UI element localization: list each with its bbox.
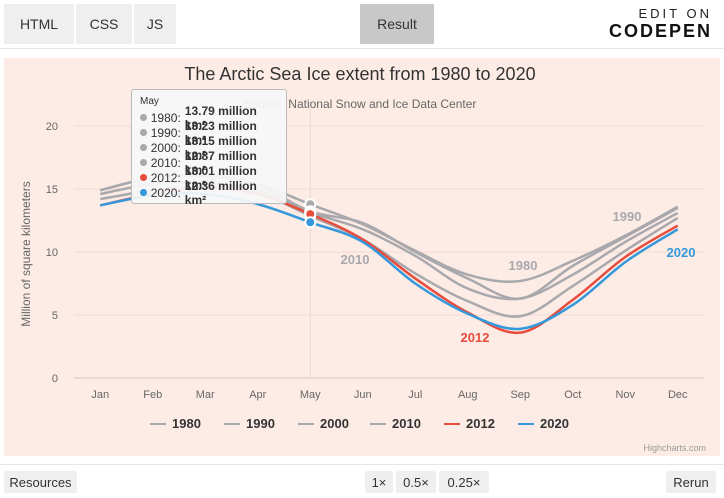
tooltip-label: 1980: <box>150 110 181 125</box>
chart-subtitle: Source: National Snow and Ice Data Cente… <box>244 97 477 111</box>
zoom-quarter-button[interactable]: 0.25× <box>439 471 489 493</box>
series-line-2020[interactable] <box>100 192 679 331</box>
legend-line-icon <box>518 422 534 425</box>
annotation-1980: 1980 <box>509 258 538 273</box>
tooltip-dot-icon <box>140 129 147 136</box>
edit-on-label[interactable]: EDIT ON <box>638 6 712 21</box>
zoom-1x-button[interactable]: 1× <box>365 471 393 493</box>
tab-js[interactable]: JS <box>134 4 176 44</box>
legend-line-icon <box>370 422 386 425</box>
legend-label: 1980 <box>172 416 201 431</box>
y-tick-label: 20 <box>46 121 58 133</box>
chart-tooltip: May 1980: 13.79 million km² 1990: 13.23 mi… <box>131 89 287 207</box>
x-tick-label: Mar <box>196 389 215 401</box>
x-tick-label: Apr <box>249 389 266 401</box>
tooltip-label: 1990: <box>150 125 181 140</box>
annotation-2012: 2012 <box>461 330 490 345</box>
x-tick-label: Jul <box>408 389 422 401</box>
tooltip-dot-icon <box>140 189 147 196</box>
x-tick-label: Nov <box>615 389 635 401</box>
x-tick-label: Jan <box>91 389 109 401</box>
legend-label: 2000 <box>320 416 349 431</box>
annotation-2020: 2020 <box>667 245 696 260</box>
chart-credits[interactable]: Highcharts.com <box>643 443 706 453</box>
x-tick-label: Aug <box>458 389 478 401</box>
y-tick-label: 0 <box>52 373 58 385</box>
tooltip-value: 13.23 million km² <box>184 118 257 147</box>
rerun-button[interactable]: Rerun <box>666 471 716 493</box>
annotation-2010: 2010 <box>341 252 370 267</box>
bottom-toolbar: Resources 1× 0.5× 0.25× Rerun <box>0 464 724 498</box>
legend-item-1990[interactable]: 1990 <box>224 416 275 431</box>
chart-legend: 1980 1990 2000 2010 2012 2020 <box>4 416 720 436</box>
tooltip-row: 2012: 13.01 million km² <box>140 164 278 192</box>
tooltip-dot-icon <box>140 159 147 166</box>
tooltip-dot-icon <box>140 174 147 181</box>
legend-label: 2010 <box>392 416 421 431</box>
tooltip-month: May <box>140 96 159 107</box>
tooltip-value: 12.36 million km² <box>184 178 257 207</box>
annotation-1990: 1990 <box>613 209 642 224</box>
legend-label: 2020 <box>540 416 569 431</box>
tooltip-value: 12.87 million km² <box>184 148 257 177</box>
legend-item-2012[interactable]: 2012 <box>444 416 495 431</box>
x-tick-label: May <box>300 389 321 401</box>
x-tick-label: Oct <box>564 389 581 401</box>
legend-label: 1990 <box>246 416 275 431</box>
codepen-logo[interactable]: CODEPEN <box>608 21 712 41</box>
y-tick-label: 10 <box>46 247 58 259</box>
editor-toolbar: HTML CSS JS Result EDIT ON CODEPEN <box>0 0 724 49</box>
legend-line-icon <box>298 422 314 425</box>
legend-line-icon <box>224 422 240 425</box>
tab-result[interactable]: Result <box>360 4 434 44</box>
legend-item-2010[interactable]: 2010 <box>370 416 421 431</box>
tooltip-label: 2010: <box>150 155 181 170</box>
tooltip-dot-icon <box>140 114 147 121</box>
legend-line-icon <box>444 422 460 425</box>
x-tick-label: Jun <box>354 389 372 401</box>
tooltip-label: 2012: <box>150 170 181 185</box>
x-tick-label: Feb <box>143 389 162 401</box>
tooltip-row: 2020: 12.36 million km² <box>140 179 278 207</box>
legend-item-2020[interactable]: 2020 <box>518 416 569 431</box>
tooltip-row: 2010: 12.87 million km² <box>140 149 278 177</box>
y-tick-label: 15 <box>46 184 58 196</box>
tooltip-value: 13.01 million km² <box>184 163 257 192</box>
tooltip-value: 13.15 million km² <box>184 133 257 162</box>
zoom-half-button[interactable]: 0.5× <box>396 471 436 493</box>
resources-button[interactable]: Resources <box>4 471 77 493</box>
y-axis-label: Million of square kilometers <box>19 181 33 326</box>
y-tick-label: 5 <box>52 310 58 322</box>
tooltip-label: 2000: <box>150 140 181 155</box>
legend-label: 2012 <box>466 416 495 431</box>
legend-line-icon <box>150 422 166 425</box>
tooltip-row: 1980: 13.79 million km² <box>140 104 278 132</box>
tab-html[interactable]: HTML <box>4 4 74 44</box>
x-tick-label: Dec <box>668 389 688 401</box>
tooltip-label: 2020: <box>150 185 181 200</box>
tooltip-row: 2000: 13.15 million km² <box>140 134 278 162</box>
tab-css[interactable]: CSS <box>76 4 132 44</box>
tooltip-value: 13.79 million km² <box>184 103 257 132</box>
chart-title: The Arctic Sea Ice extent from 1980 to 2… <box>184 64 535 84</box>
tooltip-dot-icon <box>140 144 147 151</box>
tooltip-row: 1990: 13.23 million km² <box>140 119 278 147</box>
x-tick-label: Sep <box>510 389 530 401</box>
legend-item-1980[interactable]: 1980 <box>150 416 201 431</box>
series-line-2012[interactable] <box>99 186 679 334</box>
point-marker-may-2020[interactable] <box>304 216 317 229</box>
legend-item-2000[interactable]: 2000 <box>298 416 349 431</box>
